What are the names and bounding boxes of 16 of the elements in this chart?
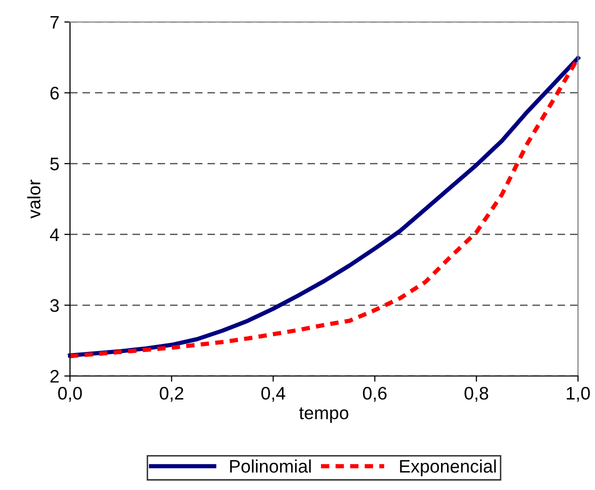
y-axis-title: valor [27,180,40,219]
y-tick-label: 7 [50,16,59,29]
legend-label: Polinomial [230,459,311,473]
y-tick-label: 4 [50,228,60,241]
y-tick-label: 3 [50,299,59,312]
x-tick-label: 0,0 [58,386,82,402]
x-tick-label: 0,6 [362,386,387,402]
x-tick-label: 0,4 [261,386,286,402]
x-tick-label: 0,8 [464,386,488,402]
y-tick-label: 2 [50,370,59,383]
legend-label: Exponencial [400,459,496,476]
y-tick-label: 5 [50,158,59,170]
y-tick-label: 6 [50,86,59,100]
x-tick-label: 1,0 [566,386,590,402]
x-axis-title: tempo [299,407,348,423]
x-tick-label: 0,2 [160,386,184,402]
